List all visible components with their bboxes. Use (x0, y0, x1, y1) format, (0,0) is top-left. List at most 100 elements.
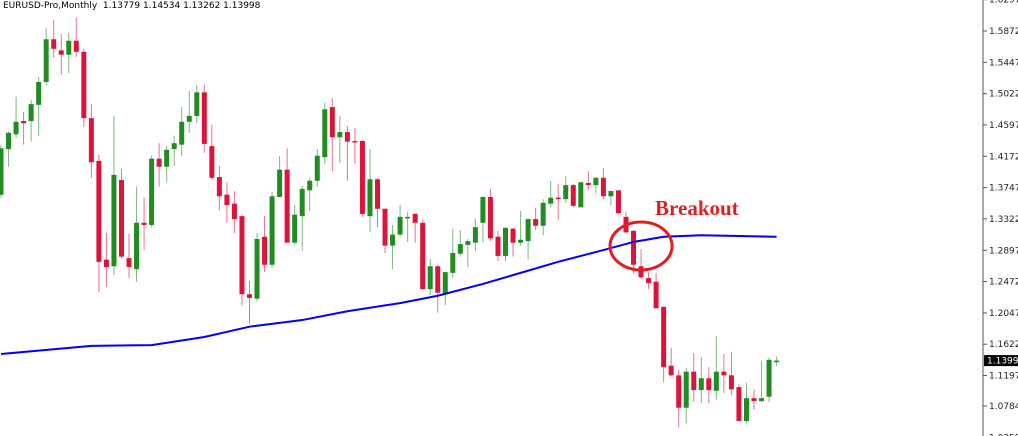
candle-body (329, 107, 335, 138)
candle-body (548, 197, 554, 204)
candle (623, 211, 629, 234)
candle-body (344, 132, 350, 142)
candle (533, 208, 539, 231)
candle-body (352, 140, 358, 143)
candle-body (472, 227, 478, 243)
candle-body (457, 244, 463, 254)
candle-body (638, 266, 644, 278)
candle-body (593, 177, 599, 186)
candle (390, 224, 396, 270)
candle (111, 115, 117, 276)
candle (322, 102, 328, 164)
candle (585, 171, 591, 191)
candle (668, 348, 674, 377)
candle-body (420, 222, 426, 290)
breakout-label: Breakout (655, 196, 739, 220)
candle (435, 264, 441, 313)
candle (480, 196, 486, 243)
candle (28, 99, 34, 142)
candle (359, 140, 365, 217)
candle (465, 238, 471, 267)
candle (555, 183, 561, 220)
tick-label: 1.11970 (989, 372, 1018, 382)
candle-body (156, 158, 162, 167)
candle-body (766, 359, 772, 397)
candle (593, 177, 599, 194)
candle (743, 382, 749, 424)
candle (51, 20, 57, 58)
candle-body (269, 196, 275, 265)
moving-average-line (0, 234, 777, 355)
candle-body (66, 40, 72, 55)
tick-label: 1.58720 (989, 27, 1018, 37)
candle (518, 210, 524, 246)
candle-body (292, 214, 298, 243)
candle (66, 32, 72, 74)
candle (201, 84, 207, 153)
candle (6, 131, 12, 167)
candle (600, 168, 606, 200)
candle-body (653, 281, 659, 309)
candle (766, 357, 772, 402)
candle (141, 197, 147, 251)
candle-body (465, 241, 471, 245)
candle (73, 17, 79, 57)
candle-body (13, 121, 19, 135)
candle (472, 218, 478, 251)
tick-label: 1.20470 (989, 309, 1018, 319)
candle-body (322, 109, 328, 158)
candle (352, 127, 358, 164)
candle-body (480, 196, 486, 223)
candle (216, 166, 222, 211)
candle-body (608, 191, 614, 197)
current-price-marker: 1.13998 (984, 355, 1018, 367)
candle-body (442, 272, 448, 295)
candle (450, 228, 456, 279)
candle (676, 370, 682, 428)
candle-body (96, 160, 102, 262)
symbol-label: EURUSD-Pro,Monthly (3, 1, 98, 11)
candle-body (646, 278, 652, 284)
candle-body (239, 216, 245, 295)
candle (344, 126, 350, 181)
candle-body (555, 197, 561, 200)
candle (262, 216, 268, 273)
candle-body (277, 169, 283, 197)
candle (661, 306, 667, 382)
candle (503, 227, 509, 262)
price-axis[interactable]: 1.62970 1.58720 1.54470 1.50220 1.45970 1.417… (983, 0, 1018, 436)
candle (149, 155, 155, 228)
candle (405, 211, 411, 242)
candle-body (495, 236, 501, 256)
candle (126, 233, 132, 279)
candle (397, 205, 403, 237)
candle (186, 90, 192, 133)
candle-body (73, 40, 79, 52)
candle-body (118, 180, 124, 257)
candle (721, 353, 727, 394)
tick-label: 1.28970 (989, 246, 1018, 256)
candles-layer (0, 17, 780, 428)
candle-body (698, 378, 704, 391)
tick-label: 1.33220 (989, 215, 1018, 225)
candle (43, 28, 49, 85)
candle-body (299, 188, 305, 217)
candle-body (533, 219, 539, 226)
candle (231, 191, 237, 234)
candle (96, 154, 102, 293)
candle (510, 227, 516, 257)
candle-body (88, 118, 94, 163)
candle-body (6, 132, 12, 150)
candle-body (149, 158, 155, 225)
candle-body (615, 190, 621, 214)
candle (307, 177, 313, 211)
candle-body (284, 169, 290, 243)
candle-body (774, 360, 780, 363)
candle (563, 176, 569, 203)
candle (239, 214, 245, 306)
candle-body (510, 228, 516, 243)
candle-body (224, 194, 230, 206)
candle-body (585, 182, 591, 186)
